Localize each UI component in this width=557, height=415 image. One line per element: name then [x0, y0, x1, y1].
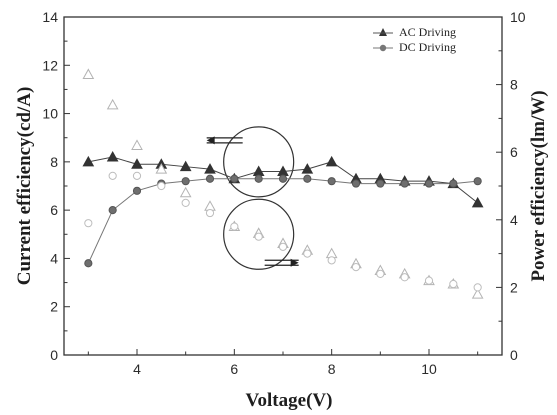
data-point [155, 163, 168, 174]
x-tick-label: 10 [421, 361, 437, 377]
left-y-tick-label: 12 [42, 57, 58, 73]
data-point [301, 163, 314, 174]
data-point [424, 179, 434, 188]
data-point [473, 283, 482, 292]
data-point [84, 259, 93, 268]
data-point [327, 256, 336, 265]
annotation-arrow-head [206, 136, 215, 145]
data-point [471, 196, 484, 208]
legend: AC Driving DC Driving [373, 25, 456, 54]
data-point [400, 273, 409, 282]
data-point [424, 276, 434, 285]
data-point [205, 174, 215, 183]
series-1-filled-circle [84, 174, 482, 268]
data-point [230, 222, 239, 231]
data-point [204, 200, 216, 211]
data-point [181, 177, 190, 186]
annotation-layer [206, 126, 299, 270]
right-y-tick-label: 4 [510, 212, 518, 228]
data-point [376, 179, 385, 188]
x-tick-label: 6 [230, 361, 238, 377]
data-point [131, 139, 143, 150]
data-point [131, 158, 143, 169]
legend-dc-label: DC Driving [399, 40, 456, 54]
tick-label-layer: 4 6 8 10 0 2 4 6 8 10 12 14 0 2 4 6 8 10 [42, 9, 525, 377]
data-point [157, 181, 166, 191]
data-point [278, 174, 288, 183]
data-point [449, 179, 458, 188]
data-point [473, 177, 482, 186]
series-3-open-circle [84, 171, 482, 292]
data-point [132, 171, 142, 180]
right-y-tick-label: 6 [510, 144, 518, 160]
data-point [82, 155, 95, 167]
right-y-axis-title: Power efficiency(lm/W) [528, 90, 549, 281]
data-point [108, 206, 117, 215]
data-point [108, 171, 117, 180]
data-point [230, 174, 239, 183]
data-point [204, 163, 216, 174]
data-point [400, 179, 409, 188]
data-point [179, 186, 192, 198]
series-layer [82, 68, 484, 299]
x-tick-label: 4 [133, 361, 141, 377]
left-y-tick-label: 6 [50, 202, 58, 218]
right-y-tick-label: 0 [510, 347, 518, 363]
data-point [327, 177, 336, 186]
legend-ac-label: AC Driving [399, 25, 456, 39]
left-y-tick-label: 14 [42, 9, 58, 25]
data-point [278, 242, 288, 251]
data-point [179, 160, 192, 172]
left-y-tick-label: 8 [50, 154, 58, 170]
data-point [325, 155, 338, 167]
data-point [325, 247, 338, 259]
data-point [106, 98, 119, 110]
x-axis-title: Voltage(V) [246, 390, 333, 411]
data-point [82, 68, 95, 79]
axes-layer [63, 16, 503, 356]
annotation-circle-1 [223, 198, 295, 270]
data-point [303, 249, 312, 258]
x-tick-label: 8 [328, 361, 336, 377]
data-point [181, 198, 190, 207]
left-y-axis-title: Current efficiency(cd/A) [14, 87, 35, 286]
left-y-tick-label: 2 [50, 299, 58, 315]
annotation-circle-0 [223, 126, 295, 198]
data-point [351, 179, 361, 188]
data-point [132, 186, 142, 195]
data-point [254, 232, 263, 241]
data-point [254, 174, 263, 183]
data-point [376, 269, 385, 278]
right-y-tick-label: 2 [510, 279, 518, 295]
left-y-tick-label: 4 [50, 250, 58, 266]
data-point [84, 219, 93, 228]
right-y-tick-label: 10 [510, 9, 526, 25]
plot-frame [63, 16, 503, 356]
data-point [303, 174, 312, 183]
data-point [449, 279, 458, 289]
left-y-tick-label: 0 [50, 347, 58, 363]
data-point [351, 263, 361, 272]
right-y-tick-label: 8 [510, 77, 518, 93]
data-point [106, 150, 119, 162]
annotation-arrow-head [290, 258, 299, 267]
legend-ac-marker [379, 28, 387, 36]
data-point [471, 288, 484, 299]
left-y-tick-label: 10 [42, 106, 58, 122]
data-point [205, 208, 215, 218]
